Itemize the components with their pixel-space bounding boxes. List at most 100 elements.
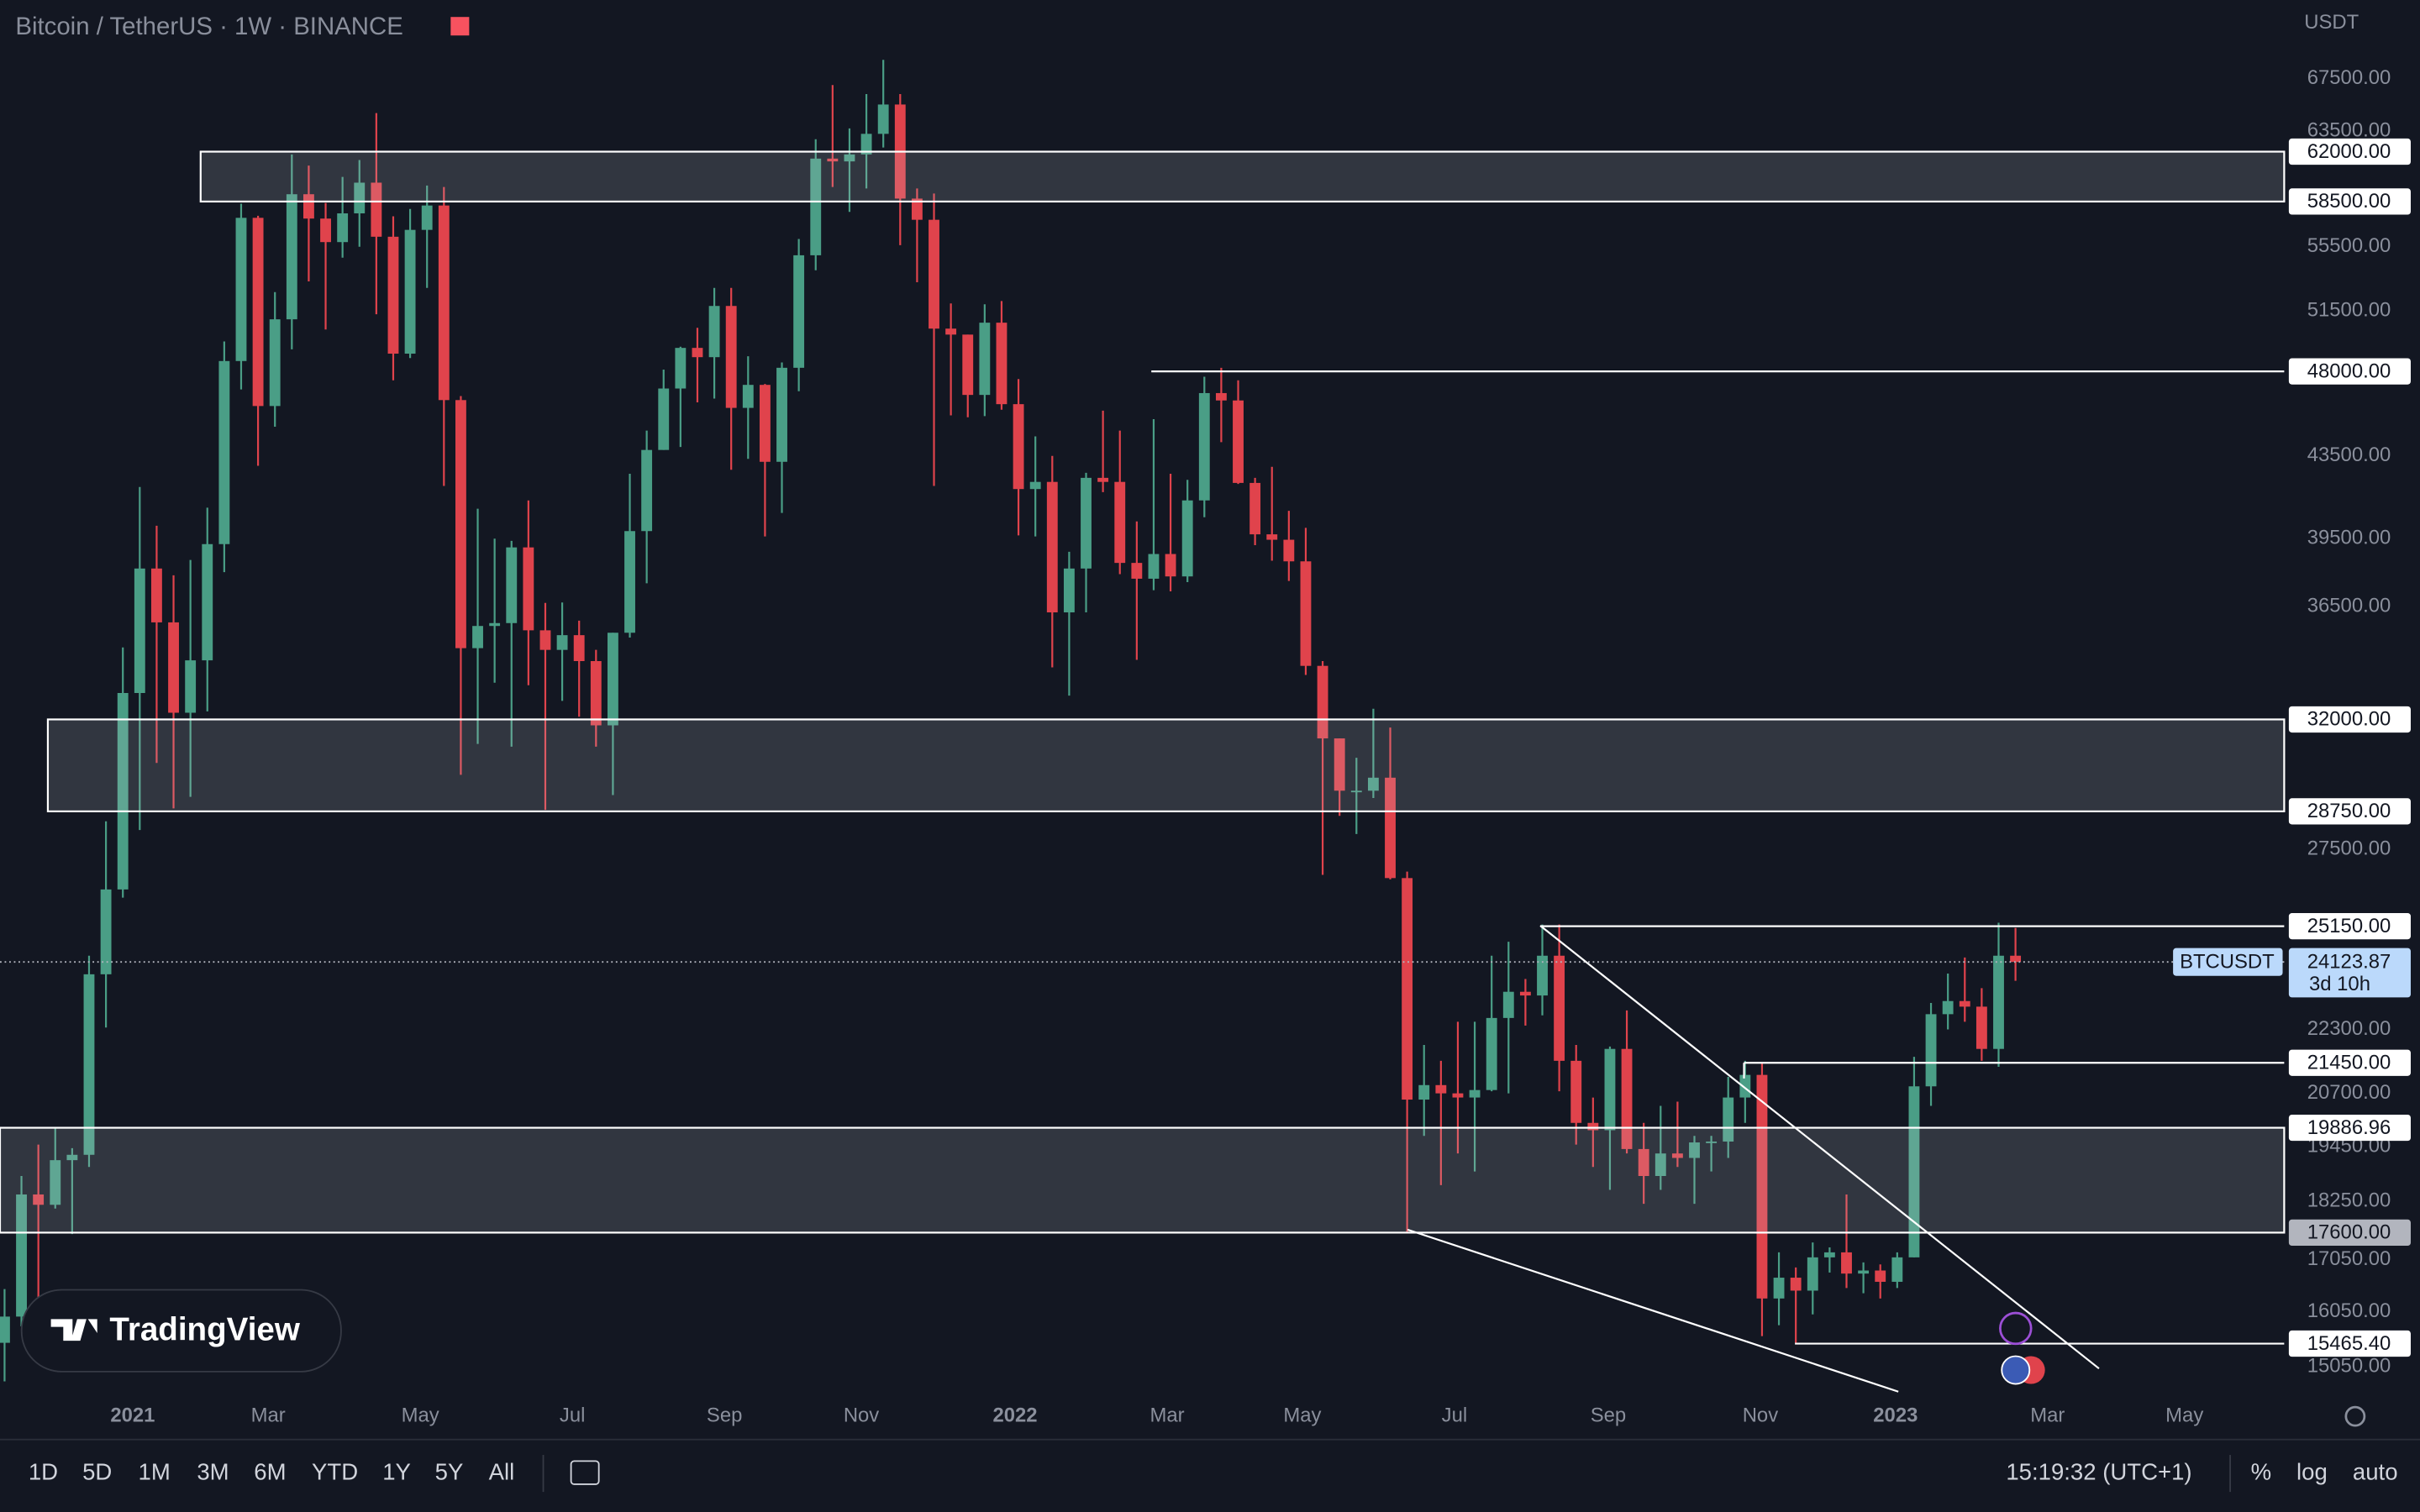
candle-body [472, 626, 483, 648]
range-button[interactable]: 5Y [435, 1458, 464, 1484]
logo[interactable]: TradingView [20, 1289, 342, 1373]
scale-option[interactable]: auto [2353, 1458, 2398, 1484]
level-label-box [2288, 138, 2411, 165]
candle-body [117, 693, 129, 890]
flag-icon[interactable] [450, 17, 470, 36]
candle-body [1063, 568, 1075, 613]
date-range-icon[interactable] [570, 1460, 600, 1485]
candle-body [1198, 392, 1210, 501]
candle-body [929, 219, 939, 329]
candle-body [1519, 991, 1531, 996]
candle-body [1233, 400, 1244, 483]
level-label: 17600.00 [2307, 1221, 2391, 1244]
candle-body [66, 1154, 78, 1161]
range-button[interactable]: 3M [197, 1458, 229, 1484]
level-label: 32000.00 [2307, 708, 2391, 731]
y-tick-label: 55500.00 [2307, 234, 2391, 257]
candle-body [50, 1160, 61, 1205]
clock[interactable]: 15:19:32 (UTC+1) [2006, 1458, 2191, 1484]
candle-body [302, 194, 314, 219]
scale-option[interactable]: log [2296, 1458, 2328, 1484]
candle-body [692, 348, 703, 358]
candle-body [1790, 1278, 1802, 1291]
candle-body [759, 385, 771, 462]
candle-body [1655, 1153, 1666, 1177]
candle-body [1841, 1252, 1852, 1274]
currency[interactable]: USDT [2304, 11, 2359, 34]
candle-body [523, 547, 534, 631]
candle-body [607, 633, 618, 726]
candle-body [1181, 500, 1193, 577]
range-button[interactable]: All [489, 1458, 515, 1484]
zone [199, 150, 2286, 203]
level-label: 21450.00 [2307, 1051, 2391, 1074]
logo-box[interactable] [20, 1289, 342, 1373]
range-button[interactable]: 1D [29, 1458, 58, 1484]
candle-body [1215, 392, 1227, 401]
candle-body [185, 660, 197, 713]
logo-text: TradingView [109, 1311, 300, 1347]
level-label-box [2288, 358, 2411, 385]
candle-body [100, 889, 112, 974]
candle-body [1823, 1252, 1835, 1257]
candle-body [1993, 955, 2004, 1049]
candle-body [438, 205, 450, 401]
level-label-box [2288, 913, 2411, 940]
symbol-title: Bitcoin / TetherUS · 1W · BINANCE [15, 13, 402, 40]
level-label: 15465.40 [2307, 1332, 2391, 1355]
candle-body [0, 1316, 10, 1343]
y-tick-label: 16050.00 [2307, 1299, 2391, 1322]
level-label: 62000.00 [2307, 140, 2391, 163]
level-label-box [2288, 188, 2411, 215]
candle-body [387, 236, 399, 354]
candle-body [1942, 1000, 1954, 1015]
candle-body [489, 622, 501, 627]
candle-body [1385, 777, 1396, 879]
candle-body [1081, 477, 1092, 569]
candle-body [1402, 878, 1413, 1100]
candle-body [810, 158, 822, 255]
candle-body [150, 568, 162, 622]
candle-body [1046, 481, 1058, 613]
last-price-label: 24123.87 [2307, 950, 2391, 973]
range-button[interactable]: YTD [312, 1458, 358, 1484]
candle-body [911, 198, 923, 220]
candle-body [1013, 404, 1024, 490]
candle-body [1756, 1074, 1768, 1299]
candle-body [286, 194, 297, 320]
settings-icon[interactable] [2344, 1405, 2366, 1427]
range-button[interactable]: 1M [139, 1458, 171, 1484]
candle-body [641, 449, 653, 532]
level-label-box [2288, 1049, 2411, 1076]
candle-body [624, 531, 635, 633]
candle-body [556, 635, 568, 650]
scale-option[interactable]: % [2251, 1458, 2272, 1484]
range-button[interactable]: 6M [254, 1458, 286, 1484]
candle-body [573, 635, 585, 662]
y-tick-label: 63500.00 [2307, 118, 2391, 141]
candle-body [2010, 955, 2022, 963]
candle-body [658, 388, 670, 450]
candle-body [168, 622, 179, 713]
candle-body [1807, 1257, 1818, 1291]
range-button[interactable]: 5D [82, 1458, 112, 1484]
x-tick-label: 2023 [1873, 1404, 1918, 1426]
x-tick-label: Mar [1150, 1404, 1185, 1426]
candle-body [1891, 1257, 1903, 1282]
candle-body [1925, 1014, 1937, 1087]
candle-body [1570, 1060, 1582, 1123]
candle-body [1418, 1084, 1430, 1100]
candle-body [945, 328, 957, 335]
level-label-box [2288, 1330, 2411, 1357]
level-label: 25150.00 [2307, 915, 2391, 937]
range-button[interactable]: 1Y [382, 1458, 411, 1484]
x-tick-label: Nov [844, 1404, 880, 1426]
candle-body [1739, 1074, 1751, 1098]
candle-body [1266, 534, 1278, 540]
candle-body [962, 334, 974, 396]
candle-body [1148, 554, 1160, 579]
x-tick-label: May [2165, 1404, 2203, 1426]
candle-body [725, 306, 737, 408]
y-tick-label: 67500.00 [2307, 66, 2391, 89]
